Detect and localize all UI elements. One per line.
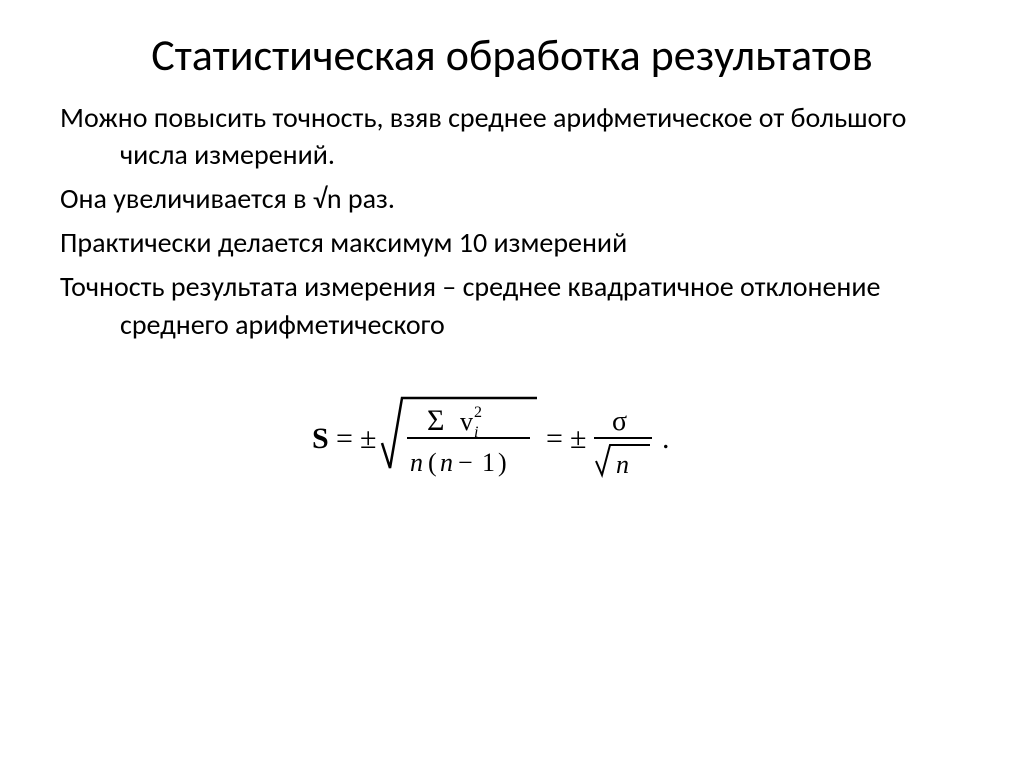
formula: S = ± Σ v 2 i n ( n − 1 ) (60, 383, 964, 498)
paragraph: Можно повысить точность, взяв среднее ар… (60, 99, 964, 175)
slide: Статистическая обработка результатов Мож… (0, 0, 1024, 767)
svg-text:=: = (336, 422, 353, 455)
svg-text:Σ: Σ (427, 404, 444, 437)
svg-text:v: v (460, 407, 473, 436)
svg-text:=: = (546, 422, 563, 455)
svg-text:−: − (458, 448, 473, 477)
paragraph: Практически делается максимум 10 измерен… (60, 224, 964, 262)
paragraph: Она увеличивается в √n раз. (60, 180, 964, 218)
svg-text:n: n (410, 448, 423, 477)
svg-text:2: 2 (474, 404, 482, 421)
slide-title: Статистическая обработка результатов (60, 30, 964, 81)
slide-body: Можно повысить точность, взяв среднее ар… (60, 99, 964, 344)
svg-text:(: ( (428, 448, 437, 477)
svg-text:1: 1 (482, 448, 495, 477)
svg-text:±: ± (570, 422, 586, 455)
svg-text:i: i (474, 424, 478, 441)
svg-text:.: . (662, 422, 670, 455)
svg-text:n: n (440, 448, 453, 477)
svg-text:): ) (498, 448, 507, 477)
svg-text:n: n (616, 450, 629, 479)
svg-text:±: ± (360, 422, 376, 455)
formula-svg: S = ± Σ v 2 i n ( n − 1 ) (312, 383, 712, 493)
svg-text:S: S (312, 422, 329, 455)
paragraph: Точность результата измерения – среднее … (60, 268, 964, 344)
svg-text:σ: σ (612, 406, 627, 437)
